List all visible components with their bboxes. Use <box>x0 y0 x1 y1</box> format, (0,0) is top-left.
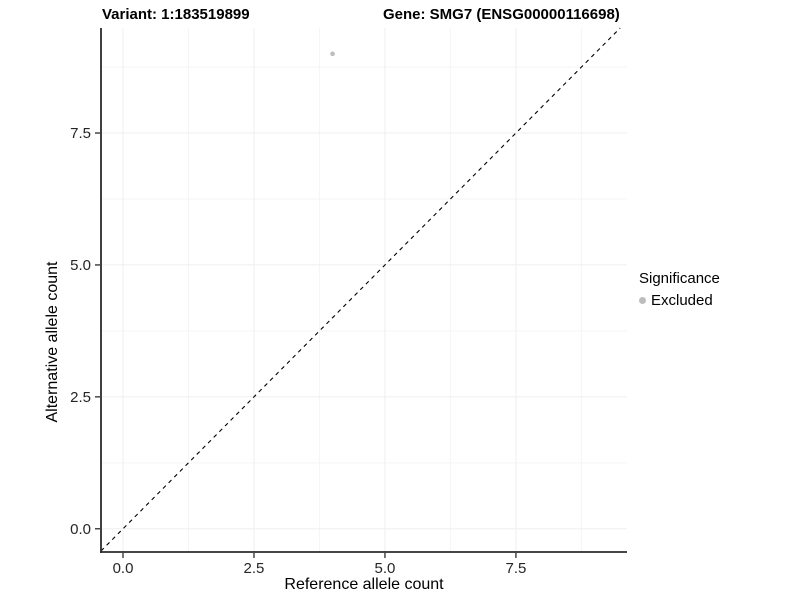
x-tick-label: 0.0 <box>113 560 134 577</box>
x-tick-label: 7.5 <box>506 560 527 577</box>
legend-entry-label: Excluded <box>651 292 713 309</box>
data-point <box>330 51 335 57</box>
legend-point-icon <box>639 297 646 304</box>
y-axis-title: Alternative allele count <box>44 261 61 423</box>
x-axis-title: Reference allele count <box>284 576 444 593</box>
y-tick-label: 2.5 <box>70 389 91 406</box>
identity-line <box>100 27 621 552</box>
x-tick-label: 5.0 <box>375 560 396 577</box>
legend-title: Significance <box>639 270 720 287</box>
y-tick-label: 0.0 <box>70 521 91 538</box>
y-tick-label: 5.0 <box>70 257 91 274</box>
legend: Significance Excluded <box>639 270 720 309</box>
plot-title-gene: Gene: SMG7 (ENSG00000116698) <box>383 6 620 23</box>
plot-title-variant: Variant: 1:183519899 <box>102 6 250 23</box>
y-tick-label: 7.5 <box>70 125 91 142</box>
x-tick-label: 2.5 <box>244 560 265 577</box>
legend-entry-excluded: Excluded <box>639 292 720 309</box>
